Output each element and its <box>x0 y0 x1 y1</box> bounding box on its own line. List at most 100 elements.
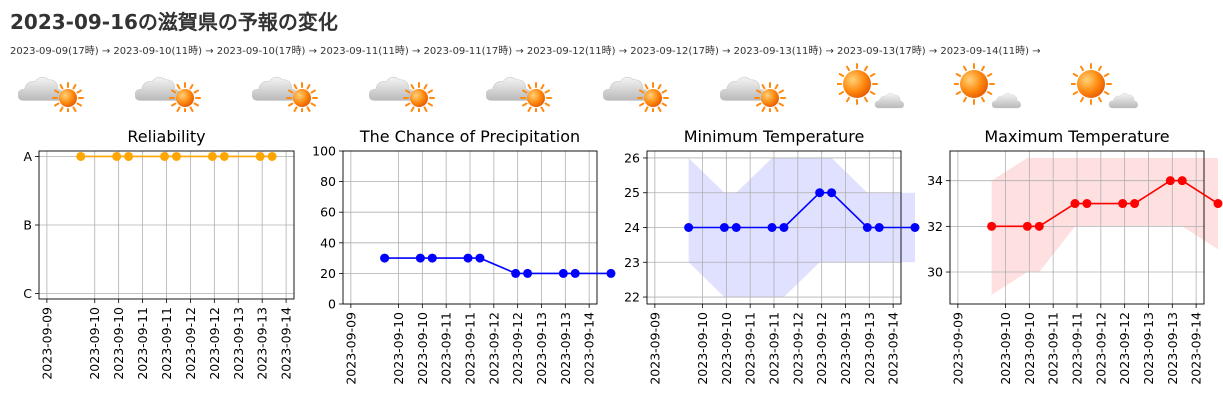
data-point <box>523 268 533 278</box>
data-point <box>1118 199 1128 209</box>
y-tick-label: 20 <box>320 266 336 281</box>
y-tick-label: 32 <box>927 219 943 234</box>
cloudy-then-sunny-icon <box>18 76 84 112</box>
x-tick-label: 2023-09-13 <box>838 312 853 385</box>
plot-frame <box>949 150 1205 305</box>
x-tick-label: 2023-09-11 <box>159 307 174 380</box>
data-point <box>827 188 837 198</box>
y-tick-label: 34 <box>927 173 943 188</box>
x-tick-label: 2023-09-11 <box>743 312 758 385</box>
data-point <box>415 253 425 263</box>
sunny-then-cloudy-icon <box>1071 63 1138 109</box>
chart-3: Maximum Temperature 2023-09-09 2023-09-10 2… <box>927 127 1223 385</box>
cloudy-then-sunny-icon <box>135 76 201 112</box>
data-point <box>1177 176 1187 186</box>
y-tick-label: 25 <box>624 185 640 200</box>
cloudy-then-sunny-icon <box>720 76 786 112</box>
data-point <box>558 268 568 278</box>
x-tick-label: 2023-09-11 <box>439 312 454 385</box>
y-tick-label: C <box>23 286 32 301</box>
data-point <box>570 268 580 278</box>
x-tick-label: 2023-09-11 <box>463 312 478 385</box>
y-tick-label: 0 <box>328 297 336 312</box>
x-tick-label: 2023-09-12 <box>1117 312 1132 385</box>
y-tick-label: 60 <box>320 205 336 220</box>
data-point <box>1165 176 1175 186</box>
x-tick-label: 2023-09-13 <box>1165 312 1180 385</box>
sunny-then-cloudy-icon <box>837 63 904 109</box>
chart-2: Minimum Temperature 2023-09-09 2023-09-10 2… <box>624 127 920 385</box>
x-tick-label: 2023-09-12 <box>1093 312 1108 385</box>
data-point <box>1070 199 1080 209</box>
data-point <box>267 151 277 161</box>
data-point <box>910 223 920 232</box>
data-point <box>719 223 729 232</box>
x-tick-label: 2023-09-12 <box>207 307 222 380</box>
x-tick-label: 2023-09-11 <box>1070 312 1085 385</box>
data-point <box>76 151 86 161</box>
x-tick-label: 2023-09-10 <box>1022 312 1037 385</box>
x-tick-label: 2023-09-14 <box>279 307 294 380</box>
data-point <box>987 221 997 231</box>
x-tick-label: 2023-09-14 <box>886 312 901 385</box>
data-point <box>160 151 170 161</box>
x-tick-label: 2023-09-14 <box>582 312 597 385</box>
chart-0: Reliability 2023-09-09 2023-09-10 2023-09-1… <box>23 127 295 380</box>
x-tick-label: 2023-09-10 <box>998 312 1013 385</box>
data-point <box>815 188 825 198</box>
data-point <box>1082 199 1092 209</box>
x-tick-label: 2023-09-09 <box>39 307 54 380</box>
data-point <box>1130 199 1140 209</box>
y-tick-label: 24 <box>624 220 640 235</box>
x-tick-label: 2023-09-12 <box>486 312 501 385</box>
x-tick-label: 2023-09-09 <box>647 312 662 385</box>
x-tick-label: 2023-09-14 <box>1189 312 1204 385</box>
x-tick-label: 2023-09-10 <box>391 312 406 385</box>
data-point <box>731 223 741 232</box>
page-title: 2023-09-16の滋賀県の予報の変化 <box>10 10 338 34</box>
cloudy-then-sunny-icon <box>252 76 318 112</box>
plot-frame <box>38 150 295 300</box>
data-point <box>606 268 616 278</box>
y-tick-label: 40 <box>320 235 336 250</box>
data-point <box>463 253 473 263</box>
x-tick-label: 2023-09-10 <box>415 312 430 385</box>
x-tick-label: 2023-09-09 <box>950 312 965 385</box>
y-tick-label: 26 <box>624 150 640 165</box>
data-point <box>380 253 390 263</box>
x-tick-label: 2023-09-11 <box>135 307 150 380</box>
chart-title: Maximum Temperature <box>984 127 1169 146</box>
data-point <box>767 223 777 232</box>
data-point <box>862 223 872 232</box>
data-point <box>511 268 521 278</box>
plot-frame <box>342 150 598 305</box>
x-tick-label: 2023-09-11 <box>767 312 782 385</box>
x-tick-label: 2023-09-12 <box>790 312 805 385</box>
data-point <box>124 151 134 161</box>
x-tick-label: 2023-09-13 <box>255 307 270 380</box>
forecast-charts: Reliability 2023-09-09 2023-09-10 2023-09-1… <box>23 127 1223 385</box>
forecast-timeline: 2023-09-09(17時) → 2023-09-10(11時) → 2023… <box>10 46 1041 57</box>
data-point <box>1213 199 1223 209</box>
x-tick-label: 2023-09-13 <box>1141 312 1156 385</box>
x-tick-label: 2023-09-12 <box>183 307 198 380</box>
cloudy-then-sunny-icon <box>486 76 552 112</box>
x-tick-label: 2023-09-10 <box>111 307 126 380</box>
y-tick-label: B <box>23 218 32 233</box>
data-point <box>427 253 437 263</box>
x-tick-label: 2023-09-10 <box>87 307 102 380</box>
y-tick-label: 23 <box>624 255 640 270</box>
series-line <box>991 179 1219 228</box>
x-tick-label: 2023-09-12 <box>814 312 829 385</box>
y-tick-label: A <box>23 149 32 164</box>
series-line <box>688 191 915 229</box>
x-tick-label: 2023-09-11 <box>1046 312 1061 385</box>
x-tick-label: 2023-09-13 <box>558 312 573 385</box>
data-point <box>684 223 694 232</box>
x-tick-label: 2023-09-10 <box>719 312 734 385</box>
x-tick-label: 2023-09-09 <box>343 312 358 385</box>
x-tick-label: 2023-09-13 <box>534 312 549 385</box>
weather-icon-row <box>0 62 1223 112</box>
cloudy-then-sunny-icon <box>369 76 435 112</box>
chart-title: The Chance of Precipitation <box>359 127 580 146</box>
